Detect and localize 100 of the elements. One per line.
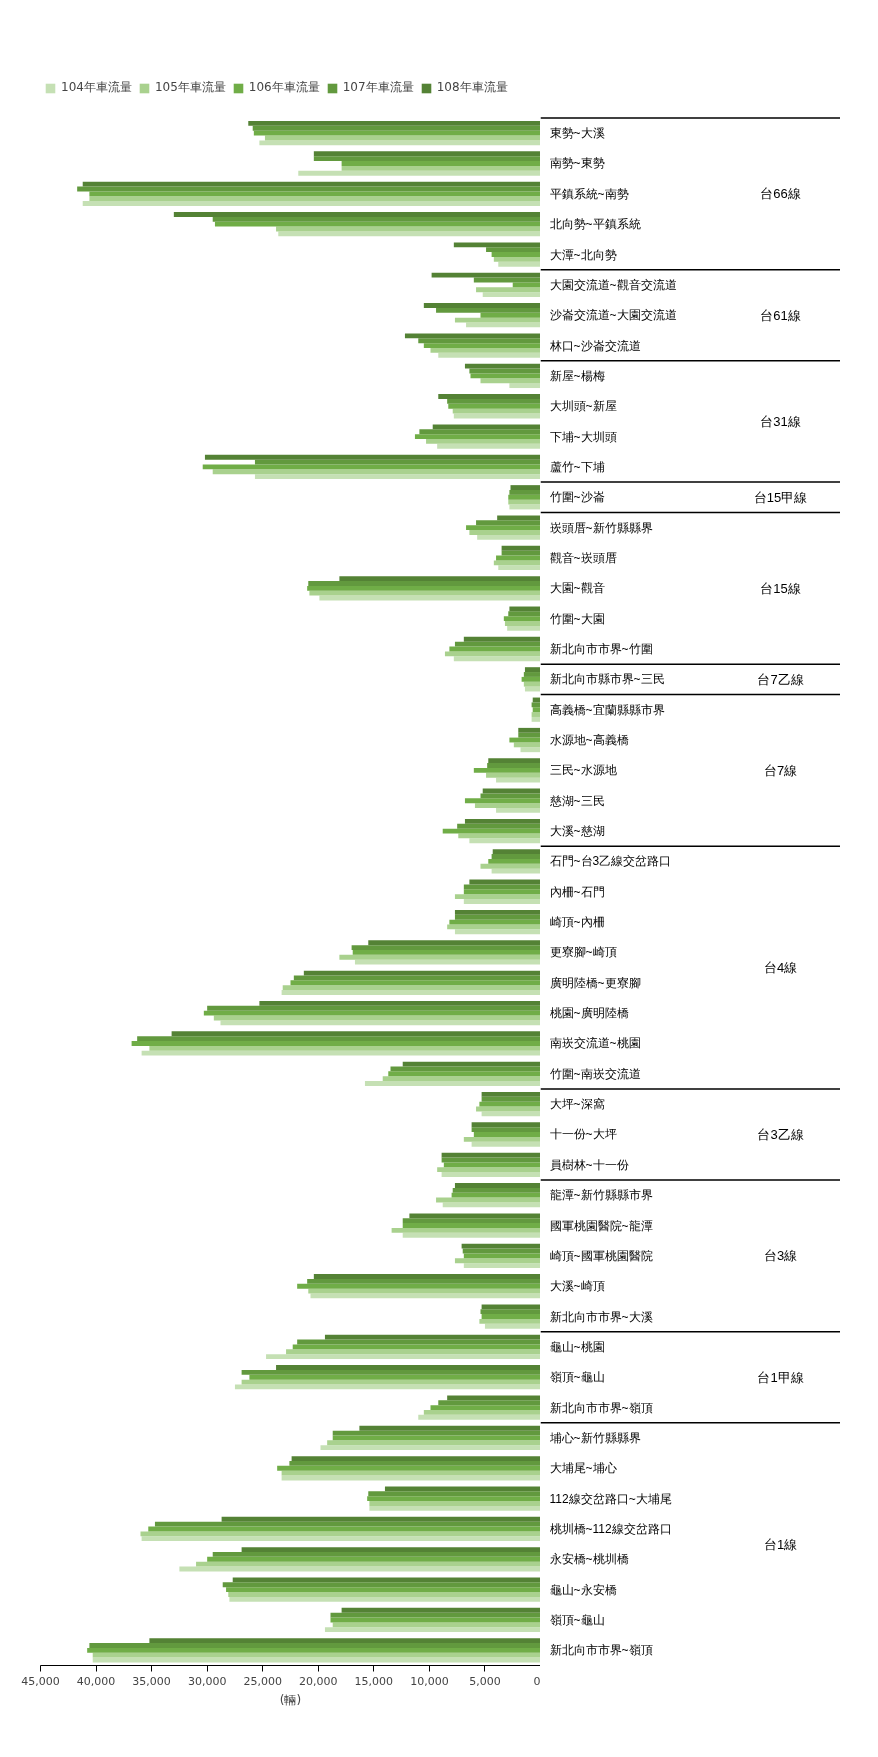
x-tick-label: 45,000 [21, 1674, 60, 1688]
x-tick-label: 15,000 [354, 1674, 394, 1688]
bar [418, 1414, 540, 1420]
bar [438, 352, 540, 358]
bar [480, 312, 540, 318]
bar [493, 560, 540, 566]
bar [524, 667, 540, 673]
bar [491, 868, 540, 874]
bar [291, 1456, 540, 1461]
bar [384, 1486, 540, 1492]
bar [471, 1141, 540, 1147]
bar [520, 747, 540, 753]
bar [487, 763, 540, 768]
bar [140, 1531, 540, 1537]
bar [469, 838, 540, 844]
bar [404, 333, 540, 339]
bar [518, 732, 540, 738]
bar [308, 581, 540, 586]
legend-label: 106年車流量 [248, 79, 320, 96]
bar [486, 772, 540, 778]
x-tick-label: 35,000 [132, 1674, 171, 1688]
bar [307, 585, 540, 591]
x-tick-label: 20,000 [299, 1674, 338, 1688]
y-tick-label: 龜山~桃園 [549, 1339, 605, 1354]
bar [481, 1304, 540, 1310]
bar [444, 651, 540, 657]
bar [437, 443, 540, 449]
bar [493, 256, 540, 262]
y-tick-label: 石門~台3乙線交岔路口 [549, 854, 672, 869]
bar [423, 343, 540, 348]
y-tick-label: 觀音~崁頭厝 [549, 550, 617, 565]
bar [471, 1127, 540, 1133]
y-tick-label: 國軍桃園醫院~龍潭 [549, 1218, 653, 1233]
bar [369, 1501, 540, 1506]
bar [463, 1253, 540, 1259]
bar [454, 641, 540, 647]
bar [212, 1552, 540, 1557]
bar [470, 373, 540, 379]
bar [297, 1283, 540, 1289]
bar [339, 576, 540, 582]
bar [531, 712, 540, 717]
bar [277, 1465, 540, 1471]
y-tick-label: 大園~觀音 [549, 581, 605, 596]
bar [89, 1643, 540, 1648]
bar [441, 1172, 540, 1177]
x-axis-title: (輛) [279, 1692, 302, 1707]
bar [293, 975, 540, 981]
bar [171, 1031, 540, 1037]
y-tick-label: 大潭~北向勢 [549, 247, 617, 262]
bar [281, 990, 540, 995]
y-tick-label: 大埔尾~埔心 [549, 1461, 617, 1476]
y-tick-label: 崁頭厝~新竹縣縣界 [549, 520, 653, 535]
bar [491, 854, 540, 859]
bar [442, 1202, 540, 1208]
bar [286, 1349, 540, 1355]
bar [367, 1496, 540, 1502]
bar [464, 363, 540, 369]
bar [523, 672, 540, 677]
y-tick-label: 新北向市市界~大溪 [549, 1309, 653, 1324]
y-tick-label: 三民~水源地 [549, 763, 617, 778]
text: 台1線 [763, 1536, 798, 1552]
bar [491, 252, 540, 257]
bar [423, 303, 540, 308]
bar [248, 121, 540, 126]
x-tick-label: 0 [533, 1674, 541, 1688]
bar [447, 1395, 540, 1401]
bar [523, 681, 540, 687]
bar [461, 1243, 540, 1249]
bar [463, 899, 540, 904]
bar [476, 287, 540, 293]
y-tick-label: 新屋~楊梅 [549, 368, 605, 383]
y-tick-label: 員樹林~十一份 [549, 1157, 629, 1172]
bar [512, 282, 540, 288]
bar [241, 1379, 540, 1385]
bar [313, 151, 540, 157]
bar [173, 212, 540, 217]
bar [310, 1293, 540, 1299]
y-tick-label: 桃園~廣明陸橋 [549, 1006, 629, 1021]
bar [431, 272, 540, 278]
bar [509, 489, 540, 495]
text: 台3線 [763, 1248, 798, 1264]
y-tick-label: 崎頂~內柵 [549, 915, 605, 930]
bar [222, 1582, 540, 1588]
bar [497, 515, 540, 521]
y-tick-label: 東勢~大溪 [549, 126, 605, 141]
bar [327, 1440, 540, 1446]
bar [508, 494, 540, 500]
bar [430, 347, 540, 353]
text: 台31線 [760, 413, 801, 429]
bar [464, 798, 540, 804]
bar [368, 1491, 540, 1497]
bar [518, 727, 540, 733]
bar [463, 889, 540, 895]
bar [480, 1309, 540, 1315]
bar [463, 1263, 540, 1268]
bar [454, 914, 540, 920]
bar [473, 767, 540, 773]
bar [452, 408, 540, 414]
y-tick-label: 永安橋~桃圳橋 [549, 1552, 629, 1567]
bar [449, 919, 540, 925]
